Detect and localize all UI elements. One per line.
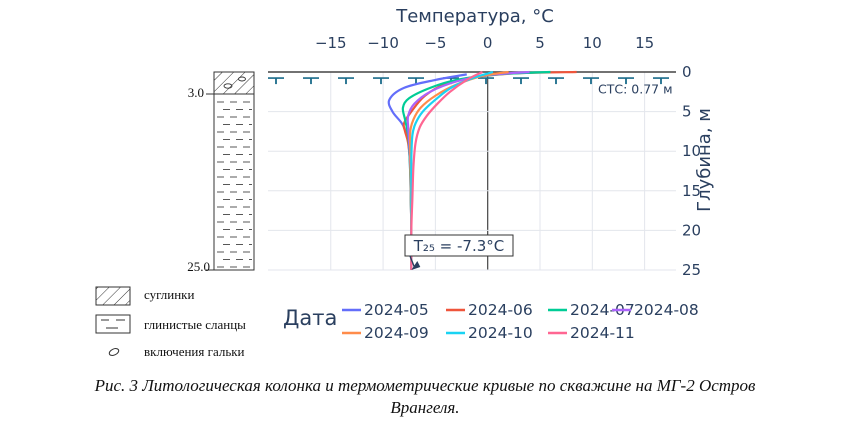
- x-tick-label: −5: [424, 34, 446, 52]
- legend-label: 2024-07: [570, 301, 635, 319]
- t25-label-box: [404, 234, 514, 257]
- plot-area: −15 −10 −5 0 5 10 15 0 5 10 15 20 25 СТС: 0.77 м T₂…: [268, 6, 715, 279]
- series-lines: [387, 70, 577, 271]
- y-tick-label: 25: [682, 261, 701, 279]
- legend-label: 2024-09: [364, 324, 429, 342]
- y-tick-label: 10: [682, 142, 701, 160]
- caption-line-1: Рис. 3 Литологическая колонка и термомет…: [94, 376, 756, 395]
- legend-title: Дата: [283, 306, 337, 330]
- legend-label-loam: суглинки: [144, 287, 194, 302]
- legend: Дата 2024-05 2024-06 2024-07 2024-08 2024-09…: [283, 301, 699, 342]
- x-tick-label: 10: [583, 34, 602, 52]
- legend-item-2024-06: 2024-06: [446, 301, 533, 319]
- pebble-symbol: [238, 76, 246, 82]
- series-line-2024-11: [410, 71, 483, 271]
- loam-layer: [213, 71, 255, 95]
- y-axis-title: Глубина, м: [694, 108, 715, 212]
- legend-item-2024-07: 2024-07: [548, 301, 635, 319]
- annotations: T₂₅ = -7.3°C: [404, 234, 514, 270]
- x-tick-label: −10: [367, 34, 399, 52]
- lithology-column: 3.0 25.0: [187, 71, 255, 274]
- t25-label: T₂₅ = -7.3°C: [413, 237, 505, 255]
- shale-pattern: [217, 101, 252, 268]
- y-tick-label: 20: [682, 221, 701, 239]
- t25-arrow-head: [411, 261, 421, 270]
- lithology-legend: суглинки глинистые сланцы включения галь…: [95, 286, 246, 359]
- x-tick-label: 0: [483, 34, 493, 52]
- shale-layer: [213, 93, 255, 271]
- legend-swatch-pebble: [108, 348, 120, 356]
- grid: [268, 71, 676, 271]
- legend-swatch-loam: [95, 286, 131, 306]
- y-tick-label: 15: [682, 182, 701, 200]
- legend-item-2024-09: 2024-09: [342, 324, 429, 342]
- pebble-symbol: [223, 83, 233, 89]
- stc-label: СТС: 0.77 м: [598, 81, 673, 96]
- legend-label-shale: глинистые сланцы: [144, 317, 246, 332]
- legend-label: 2024-05: [364, 301, 429, 319]
- depth-label-3: 3.0: [188, 85, 204, 100]
- legend-item-2024-08: 2024-08: [612, 301, 699, 319]
- y-tick-label: 0: [682, 63, 692, 81]
- x-tick-label: 15: [635, 34, 654, 52]
- legend-label: 2024-08: [634, 301, 699, 319]
- t25-arrow-line: [409, 255, 415, 268]
- legend-label: 2024-11: [570, 324, 635, 342]
- x-axis-title: Температура, °C: [395, 6, 554, 27]
- legend-item-2024-11: 2024-11: [548, 324, 635, 342]
- legend-item-2024-10: 2024-10: [446, 324, 533, 342]
- depth-label-25: 25.0: [187, 259, 210, 274]
- legend-label-pebble: включения гальки: [144, 344, 245, 359]
- legend-label: 2024-10: [468, 324, 533, 342]
- caption-line-2: Врангеля.: [390, 398, 460, 417]
- y-tick-label: 5: [682, 103, 692, 121]
- stc-marker-line: СТС: 0.77 м: [268, 77, 676, 96]
- x-tick-label: −15: [315, 34, 347, 52]
- legend-swatch-shale: [95, 314, 131, 334]
- y-tick-labels: 0 5 10 15 20 25: [682, 63, 701, 279]
- legend-item-2024-05: 2024-05: [342, 301, 429, 319]
- x-tick-label: 5: [535, 34, 545, 52]
- legend-label: 2024-06: [468, 301, 533, 319]
- x-tick-labels: −15 −10 −5 0 5 10 15: [315, 34, 654, 52]
